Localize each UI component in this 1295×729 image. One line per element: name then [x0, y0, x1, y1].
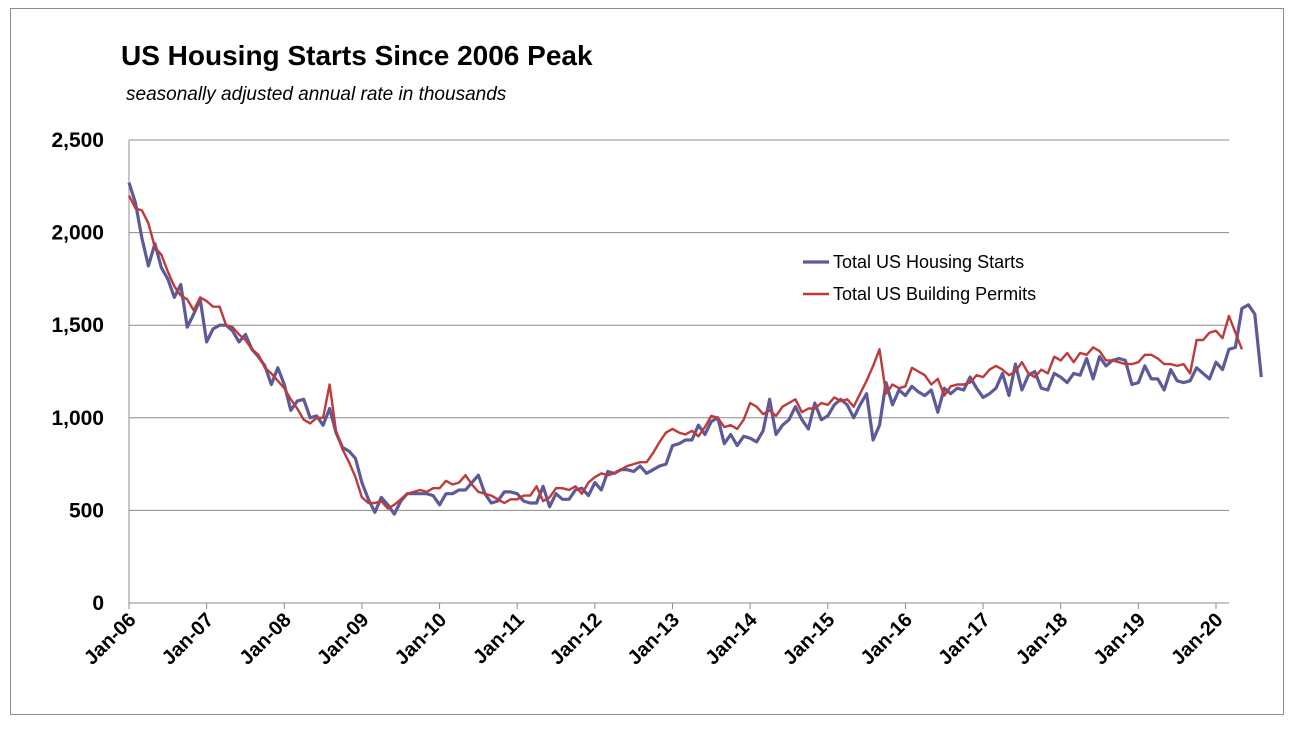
y-tick-label: 1,500 [51, 314, 104, 337]
x-tick-label: Jan-12 [546, 609, 606, 669]
y-tick-label: 1,000 [51, 407, 104, 430]
x-tick-label: Jan-10 [391, 609, 451, 669]
x-tick-label: Jan-14 [701, 608, 762, 669]
x-tick-label: Jan-08 [235, 609, 295, 669]
x-tick-label: Jan-07 [158, 609, 218, 669]
y-tick-label: 2,000 [51, 222, 104, 245]
x-tick-label: Jan-09 [313, 609, 373, 669]
x-tick-label: Jan-15 [779, 609, 839, 669]
legend-label: Total US Building Permits [833, 284, 1036, 304]
legend-label: Total US Housing Starts [833, 252, 1024, 272]
legend: Total US Housing Starts Total US Building… [803, 252, 1036, 304]
x-tick-label: Jan-11 [469, 609, 529, 669]
x-tick-label: Jan-16 [857, 609, 917, 669]
y-tick-label: 0 [92, 592, 104, 615]
y-axis-ticks: 0 500 1,000 1,500 2,000 2,500 [51, 129, 104, 615]
x-tick-label: Jan-19 [1090, 609, 1150, 669]
y-tick-label: 500 [69, 499, 104, 522]
chart-title: US Housing Starts Since 2006 Peak [121, 40, 593, 71]
x-tick-label: Jan-06 [80, 609, 140, 669]
gridlines [129, 139, 1229, 511]
y-tick-label: 2,500 [51, 129, 104, 152]
series-lines [127, 182, 1263, 516]
x-tick-label: Jan-18 [1012, 609, 1072, 669]
x-tick-label: Jan-13 [624, 609, 684, 669]
chart-frame [10, 8, 1284, 715]
x-tick-label: Jan-17 [934, 609, 994, 669]
series-line [127, 195, 1244, 510]
x-tick-label: Jan-20 [1167, 609, 1227, 669]
x-axis: Jan-06 Jan-07 Jan-08 Jan-09 Jan-10 Jan-11 Jan-… [80, 140, 1229, 669]
chart-subtitle: seasonally adjusted annual rate in thous… [126, 84, 507, 105]
